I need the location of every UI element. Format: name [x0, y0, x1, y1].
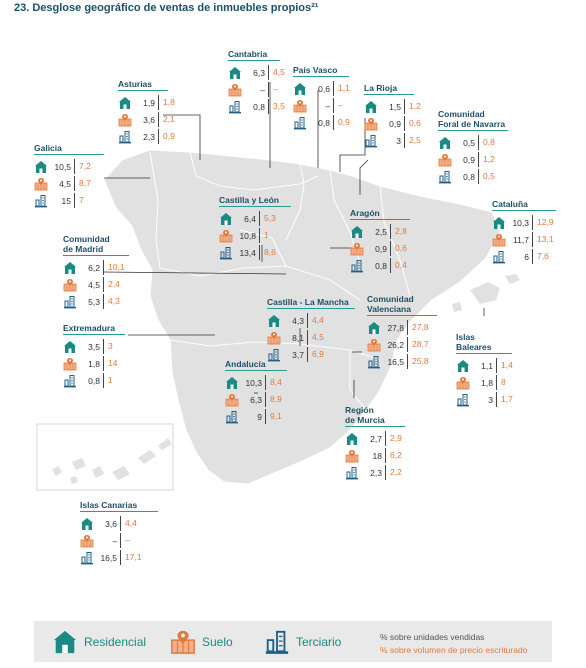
legend-terciario: Terciario	[264, 629, 341, 655]
office-building-icon	[225, 410, 239, 424]
legend-note-units: % sobre unidades vendidas	[380, 632, 485, 642]
house-icon	[229, 66, 241, 79]
house-icon	[457, 359, 469, 372]
region-castilla-leon: Castilla y León 6,4 5,3 10,8 1 13,4 8,6	[219, 195, 291, 261]
house-icon	[119, 96, 131, 109]
land-plot-icon	[63, 357, 77, 370]
office-building-icon	[228, 100, 242, 114]
land-plot-icon	[492, 233, 506, 246]
region-name: Islas Baleares	[456, 332, 492, 352]
office-building-icon	[293, 116, 307, 130]
region-name: Aragón	[350, 208, 380, 218]
land-plot-icon	[345, 449, 359, 462]
land-plot-icon	[118, 113, 132, 126]
legend-note-volume: % sobre volumen de precio escriturado	[380, 645, 528, 655]
baleares-shape	[470, 282, 500, 304]
legend-suelo: Suelo	[170, 629, 233, 655]
region-navarra: Comunidad Foral de Navarra 0,5 0,8 0,9 1,2…	[438, 109, 508, 185]
region-name: Cantabria	[228, 49, 268, 59]
region-madrid: Comunidad de Madrid 6,2 10,1 4,5 2,4 5,3 4,…	[63, 234, 129, 310]
region-name: Castilla y León	[219, 195, 279, 205]
region-pais-vasco: País Vasco 0,6 1,1 – – 0,8 0,9	[293, 65, 350, 131]
region-name: Castilla - La Mancha	[267, 297, 349, 307]
legend: Residencial Suelo Terciario % sobre unid…	[34, 621, 552, 662]
region-canarias: Islas Canarias 3,6 4,4 – – 16,5 17,1	[80, 500, 158, 566]
legend-residencial: Residencial	[52, 629, 146, 655]
land-plot-icon	[456, 376, 470, 389]
office-building-icon	[118, 130, 132, 144]
land-plot-icon	[63, 278, 77, 291]
house-icon	[220, 212, 232, 225]
office-building-icon	[63, 295, 77, 309]
region-extremadura: Extremadura 3,5 3 1,8 14 0,8 1	[63, 323, 125, 389]
region-name: Andalucía	[225, 359, 266, 369]
land-plot-icon	[225, 393, 239, 406]
region-name: Región de Murcia	[345, 405, 385, 425]
house-icon	[493, 216, 505, 229]
house-icon	[226, 376, 238, 389]
region-aragon: Aragón 2,5 2,8 0,9 0,6 0,8 0,4	[350, 208, 410, 274]
land-plot-icon	[34, 177, 48, 190]
office-building-icon	[63, 374, 77, 388]
house-icon	[294, 82, 306, 95]
house-icon	[81, 517, 93, 530]
region-name: Extremadura	[63, 323, 115, 333]
office-building-icon	[367, 355, 381, 369]
region-valenciana: Comunidad Valenciana 27,8 27,8 26,2 28,7 1…	[367, 294, 437, 370]
house-icon	[53, 630, 77, 654]
mainland-spain-shape	[103, 149, 501, 485]
region-name: Cataluña	[492, 199, 528, 209]
house-icon	[439, 136, 451, 149]
land-plot-icon	[293, 99, 307, 112]
spain-map	[36, 82, 520, 491]
house-icon	[365, 100, 377, 113]
house-icon	[351, 225, 363, 238]
house-icon	[64, 261, 76, 274]
land-plot-icon	[364, 117, 378, 130]
office-building-icon	[264, 630, 290, 655]
region-cantabria: Cantabria 6,3 4,5 – – 0,8 3,5	[228, 49, 285, 115]
land-plot-icon	[267, 331, 281, 344]
region-name: Galicia	[34, 143, 62, 153]
land-plot-icon	[438, 153, 452, 166]
office-building-icon	[219, 246, 233, 260]
region-galicia: Galicia 10,5 7,2 4,5 8,7 15 7	[34, 143, 104, 209]
office-building-icon	[350, 259, 364, 273]
land-plot-icon	[80, 534, 94, 547]
region-name: Comunidad Foral de Navarra	[438, 109, 506, 129]
house-icon	[35, 160, 47, 173]
region-la-rioja: La Rioja 1,5 1,2 0,9 0,6 3 2,5	[364, 83, 421, 149]
region-asturias: Asturias 1,9 1,8 3,6 2,1 2,3 0,9	[118, 79, 175, 145]
office-building-icon	[345, 466, 359, 480]
house-icon	[346, 432, 358, 445]
office-building-icon	[80, 551, 94, 565]
office-building-icon	[492, 250, 506, 264]
office-building-icon	[456, 393, 470, 407]
region-name: Comunidad de Madrid	[63, 234, 110, 254]
house-icon	[368, 321, 380, 334]
figure-title: 23. Desglose geográfico de ventas de inm…	[14, 2, 319, 14]
region-castilla-la-mancha: Castilla - La Mancha 4,3 4,4 8,1 4,5 3,7 6,…	[267, 297, 355, 363]
office-building-icon	[438, 170, 452, 184]
land-plot-icon	[219, 229, 233, 242]
land-plot-icon	[170, 629, 196, 655]
region-name: Asturias	[118, 79, 153, 89]
land-plot-icon	[367, 338, 381, 351]
region-name: La Rioja	[364, 83, 398, 93]
land-plot-icon	[350, 242, 364, 255]
office-building-icon	[364, 134, 378, 148]
region-name: Islas Canarias	[80, 500, 138, 510]
region-name: País Vasco	[293, 65, 338, 75]
land-plot-icon	[228, 83, 242, 96]
region-baleares: Islas Baleares 1,1 1,4 1,8 8 3 1,7	[456, 332, 513, 408]
region-name: Comunidad Valenciana	[367, 294, 414, 314]
region-murcia: Región de Murcia 2,7 2,9 18 6,2 2,3 2,2	[345, 405, 405, 481]
house-icon	[268, 314, 280, 327]
office-building-icon	[34, 194, 48, 208]
house-icon	[64, 340, 76, 353]
region-andalucia: Andalucía 10,3 8,4 6,3 8,9 9 9,1	[225, 359, 287, 425]
region-cataluna: Cataluña 10,3 12,9 11,7 13,1 6 7,6	[492, 199, 556, 265]
